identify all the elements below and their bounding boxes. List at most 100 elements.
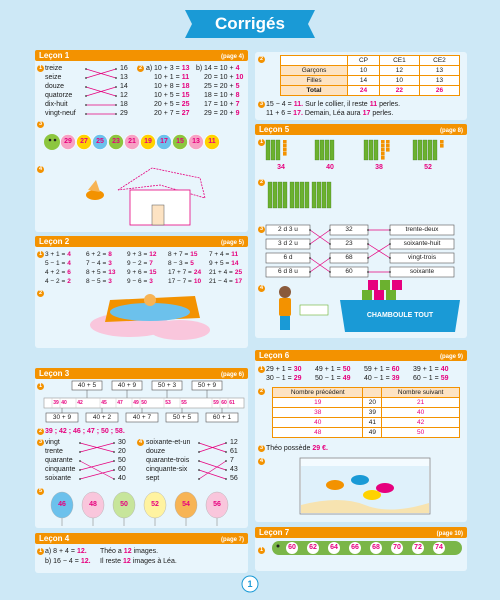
answer: 27 bbox=[181, 110, 190, 117]
table-row: 48 49 50 bbox=[271, 427, 460, 438]
balloon bbox=[143, 491, 167, 519]
caterpillar-number: 21 bbox=[128, 138, 136, 145]
match-dot bbox=[198, 451, 200, 453]
text: 20 + 7 = bbox=[154, 110, 180, 117]
equation: 17 = 10 +7 bbox=[204, 101, 242, 109]
exercise-number: 3 bbox=[258, 445, 265, 452]
part-label: a) bbox=[146, 65, 153, 72]
caterpillar-number: 27 bbox=[80, 138, 88, 145]
text: 40 − 1 = bbox=[364, 375, 390, 382]
cell: 24 bbox=[347, 85, 380, 96]
match-line bbox=[198, 442, 227, 453]
text: 9 − 2 = bbox=[127, 260, 148, 267]
exercise-number: 4 bbox=[137, 439, 144, 446]
caterpillar-number: 23 bbox=[112, 138, 120, 145]
number: 18 bbox=[120, 101, 128, 108]
match-dot bbox=[79, 442, 81, 444]
equation: 21 + 4 = 25 bbox=[209, 269, 244, 277]
caterpillar-number: 17 bbox=[160, 138, 168, 145]
equation: 50 − 1 = 49 bbox=[315, 375, 353, 383]
ten-bar bbox=[363, 139, 369, 161]
text: Il reste bbox=[100, 558, 122, 565]
text: 29 + 1 = bbox=[266, 366, 292, 373]
lesson-title: Leçon 1 bbox=[39, 50, 70, 60]
equation: 20 + 5 = 25 bbox=[154, 101, 192, 109]
equation: 39 + 1 = 40 bbox=[413, 366, 451, 374]
equation: 25 = 20 +5 bbox=[204, 83, 242, 91]
match-dot bbox=[309, 243, 311, 245]
exercise-number: 3 bbox=[258, 101, 265, 108]
ten-bar bbox=[422, 139, 428, 161]
cell: 40 bbox=[381, 407, 460, 418]
answer: 12. bbox=[76, 548, 87, 555]
lesson-page: (page 7) bbox=[220, 536, 244, 543]
answer: 40 bbox=[440, 366, 449, 373]
snake-spot bbox=[433, 542, 445, 554]
exercise-number: 2 bbox=[258, 388, 265, 395]
answer: 11. bbox=[293, 101, 304, 108]
snake-spot bbox=[307, 542, 319, 554]
text: 15 − 4 = bbox=[266, 101, 292, 108]
equation: 10 + 8 = 18 bbox=[154, 83, 192, 91]
word: treize bbox=[45, 65, 63, 72]
ten-bar bbox=[294, 181, 300, 209]
caterpillar-segment bbox=[124, 134, 140, 150]
box-label: soixante bbox=[409, 268, 435, 275]
box-label: 50 + 9 bbox=[197, 381, 217, 389]
number-line-label: 40 bbox=[61, 400, 67, 406]
match-dot bbox=[225, 469, 227, 471]
match-dot bbox=[113, 478, 115, 480]
answer: 24 bbox=[193, 269, 202, 276]
cell: 22 bbox=[378, 85, 420, 96]
equation: 6 + 2 = 8 bbox=[86, 251, 114, 259]
snake-spot bbox=[349, 542, 361, 554]
box-label: 6 d 8 u bbox=[278, 268, 298, 275]
number: 14 bbox=[120, 83, 128, 90]
equation: 60 − 1 = 59 bbox=[413, 375, 451, 383]
word: sept bbox=[146, 475, 160, 482]
lesson-title: Leçon 4 bbox=[39, 533, 70, 543]
ten-bar bbox=[289, 181, 295, 209]
unit-cube bbox=[440, 144, 444, 148]
cube-count: 34 bbox=[277, 164, 285, 171]
eye bbox=[48, 138, 52, 142]
row-label: Total bbox=[279, 85, 349, 96]
number: 12 bbox=[230, 439, 238, 446]
text: 21 − 4 = bbox=[209, 278, 233, 285]
answer: 15 bbox=[181, 92, 190, 99]
title-ribbon bbox=[185, 10, 315, 38]
sentence: 11 + 6 = 17. Demain, Léa aura 17 perles. bbox=[266, 110, 395, 118]
sentence: Théo possède 29 €. bbox=[266, 445, 330, 453]
text: images à Léa. bbox=[132, 558, 177, 565]
equation: 9 + 6 = 15 bbox=[127, 269, 158, 277]
exercise-number: 4 bbox=[37, 166, 44, 173]
match-dot bbox=[115, 68, 117, 70]
page-title: Corrigés bbox=[215, 14, 285, 33]
exercise-number: 2 bbox=[37, 290, 44, 297]
text: 8 + 7 = bbox=[168, 251, 189, 258]
number: 29 bbox=[120, 110, 128, 117]
lesson-header: Leçon 4 (page 7) bbox=[35, 533, 248, 544]
answer: 25 bbox=[234, 269, 243, 276]
unit-cube bbox=[283, 148, 287, 152]
box-label: 50 + 5 bbox=[172, 413, 192, 421]
bird bbox=[86, 190, 104, 200]
match-dot bbox=[389, 229, 391, 231]
ten-bar bbox=[326, 181, 332, 209]
text: 50 − 1 = bbox=[315, 375, 341, 382]
caterpillar-head bbox=[44, 134, 60, 150]
exercise-number: 1 bbox=[37, 383, 44, 390]
table-row: Filles 14 10 13 bbox=[279, 75, 461, 86]
caterpillar-segment bbox=[204, 134, 220, 150]
can bbox=[362, 290, 372, 300]
answer: 12 bbox=[149, 251, 157, 258]
balloon-number: 56 bbox=[213, 501, 221, 508]
text: 7 − 4 = bbox=[86, 260, 107, 267]
match-dot bbox=[225, 442, 227, 444]
match-dot bbox=[225, 478, 227, 480]
cell: 40 bbox=[271, 417, 364, 428]
answer: 10 bbox=[235, 74, 244, 81]
table-row: Nombre précédent Nombre suivant bbox=[271, 387, 460, 398]
word: cinquante bbox=[45, 466, 76, 473]
